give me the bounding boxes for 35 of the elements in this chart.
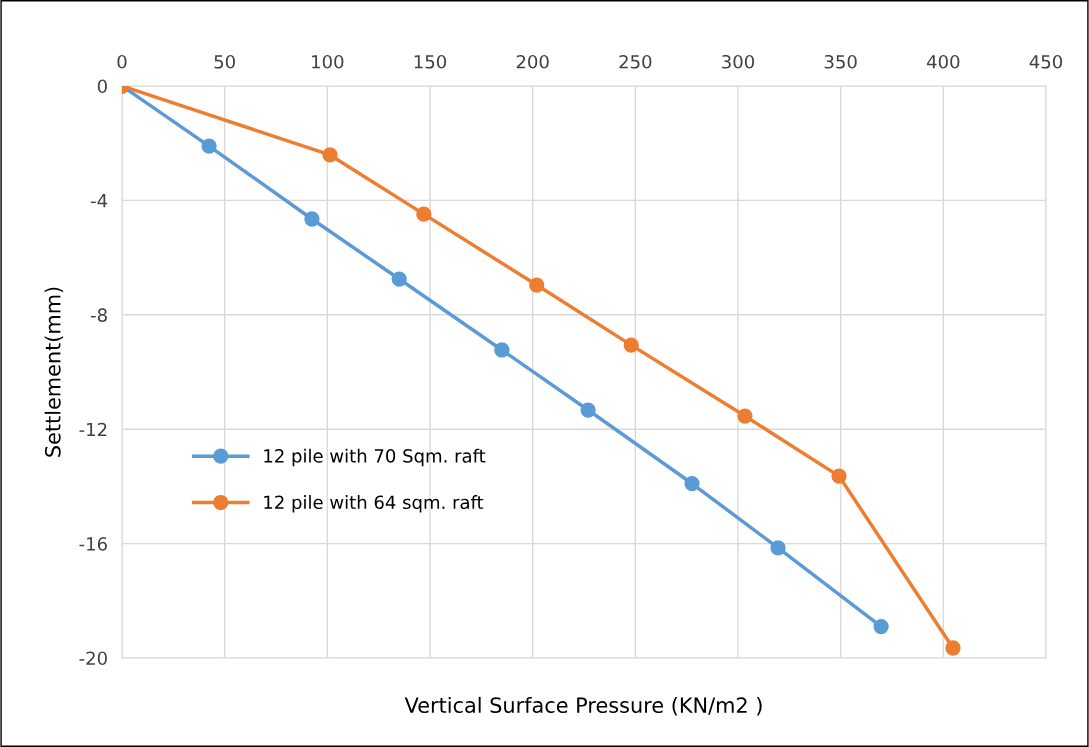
point (831, 468, 847, 484)
point (945, 640, 961, 656)
y-axis-title: Settlement(mm) (44, 287, 64, 457)
point (684, 475, 700, 492)
point (737, 408, 753, 424)
y-tick-label: -4 (90, 194, 108, 208)
point (304, 211, 320, 227)
x-tick-label: 250 (619, 54, 652, 69)
y-tick-label: -16 (79, 537, 107, 551)
x-tick-label: 100 (312, 54, 344, 69)
point (494, 342, 510, 358)
point (391, 271, 407, 287)
point (623, 337, 639, 353)
y-tick-label: 0 (97, 79, 107, 94)
point (416, 206, 432, 222)
x-tick-label: 350 (824, 54, 857, 69)
point (201, 138, 217, 154)
x-tick-label: 50 (214, 54, 235, 69)
y-tick-label: -8 (90, 308, 107, 322)
point (873, 618, 889, 635)
point (580, 402, 596, 418)
x-tick-label: 400 (926, 54, 960, 69)
x-tick-label: 450 (1029, 54, 1063, 69)
legend-label: 12 pile with 70 Sqm. raft (264, 448, 486, 467)
x-axis-title: Vertical Surface Pressure (KN/m2 ) (404, 696, 762, 716)
x-tick-label: 200 (516, 54, 549, 69)
point (322, 147, 338, 163)
y-tick-label: -20 (79, 651, 107, 666)
x-tick-label: 300 (722, 54, 755, 69)
point (529, 277, 545, 293)
legend-label: 12 pile with 64 sqm. raft (264, 495, 484, 513)
x-tick-label: 150 (414, 54, 447, 69)
y-tick-label: -12 (79, 422, 107, 437)
x-tick-label: 0 (117, 54, 127, 69)
point (770, 540, 786, 556)
